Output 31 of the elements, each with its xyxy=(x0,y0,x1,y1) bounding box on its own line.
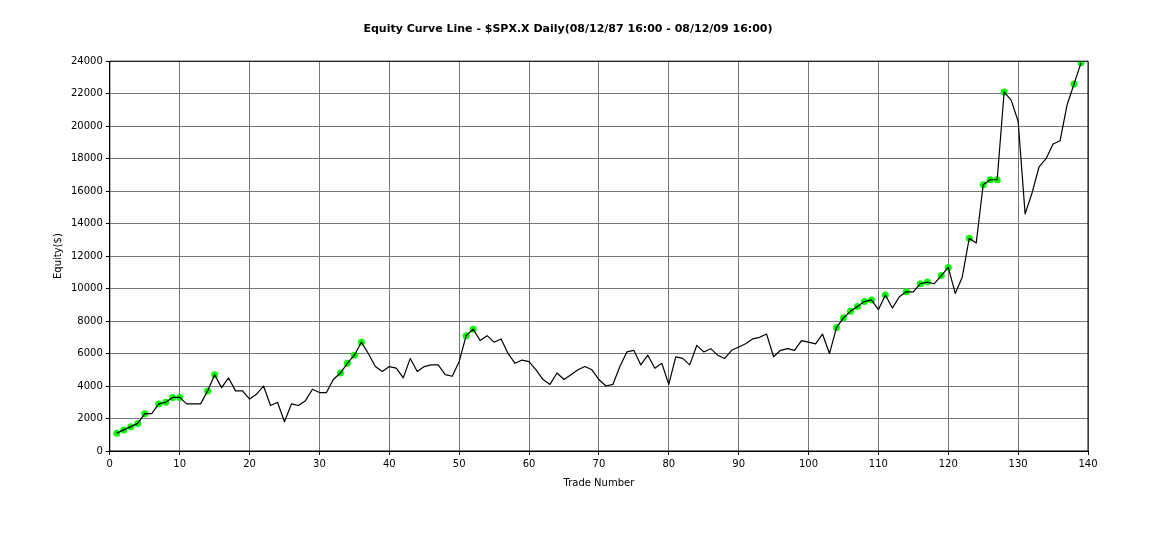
y-tick-label: 14000 xyxy=(71,217,103,229)
y-tick-label: 12000 xyxy=(71,249,103,261)
y-tick-label: 22000 xyxy=(71,87,103,99)
x-tick-label: 0 xyxy=(106,457,113,469)
y-axis-title: Equity($) xyxy=(51,233,63,279)
x-tick-label: 60 xyxy=(522,457,536,469)
x-tick-label: 30 xyxy=(313,457,326,469)
y-tick-label: 0 xyxy=(96,444,103,456)
x-tick-label: 40 xyxy=(382,457,396,469)
y-tick-label: 4000 xyxy=(77,379,103,391)
x-tick-label: 100 xyxy=(798,457,819,469)
y-tick-label: 16000 xyxy=(71,184,103,196)
y-tick-label: 24000 xyxy=(71,54,103,66)
x-tick-label: 20 xyxy=(243,457,256,469)
x-tick-label: 110 xyxy=(868,457,888,469)
y-tick-label: 18000 xyxy=(71,152,103,164)
x-tick-label: 90 xyxy=(732,457,746,469)
y-tick-label: 20000 xyxy=(71,119,103,131)
x-tick-label: 120 xyxy=(938,457,958,469)
x-tick-label: 130 xyxy=(1008,457,1028,469)
x-axis-title: Trade Number xyxy=(562,476,636,488)
y-tick-label: 6000 xyxy=(77,347,103,359)
x-tick-label: 10 xyxy=(173,457,187,469)
x-tick-label: 80 xyxy=(662,457,676,469)
y-tick-label: 2000 xyxy=(77,412,103,424)
x-tick-label: 50 xyxy=(452,457,466,469)
x-tick-label: 140 xyxy=(1078,457,1098,469)
x-tick-label: 70 xyxy=(592,457,606,469)
y-tick-label: 8000 xyxy=(77,314,103,326)
y-tick-label: 10000 xyxy=(71,282,103,294)
chart-title: Equity Curve Line - $SPX.X Daily(08/12/87 16:00 - 08/12/09 16:00) xyxy=(363,22,773,36)
